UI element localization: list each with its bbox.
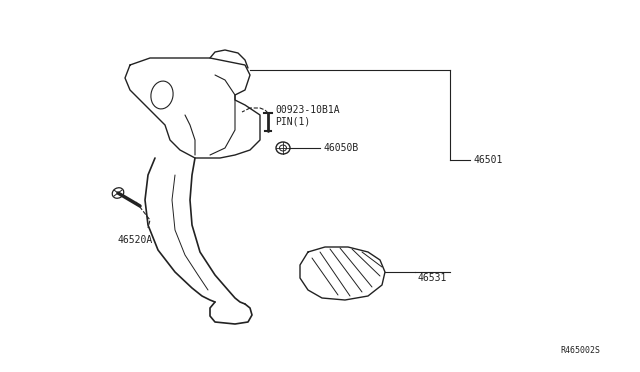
Text: 00923-10B1A
PIN(1): 00923-10B1A PIN(1) — [275, 105, 340, 126]
Text: 46520A: 46520A — [118, 235, 153, 245]
Text: 46531: 46531 — [418, 273, 447, 283]
Text: 46050B: 46050B — [323, 143, 358, 153]
Text: R465002S: R465002S — [560, 346, 600, 355]
Text: 46501: 46501 — [474, 155, 504, 165]
